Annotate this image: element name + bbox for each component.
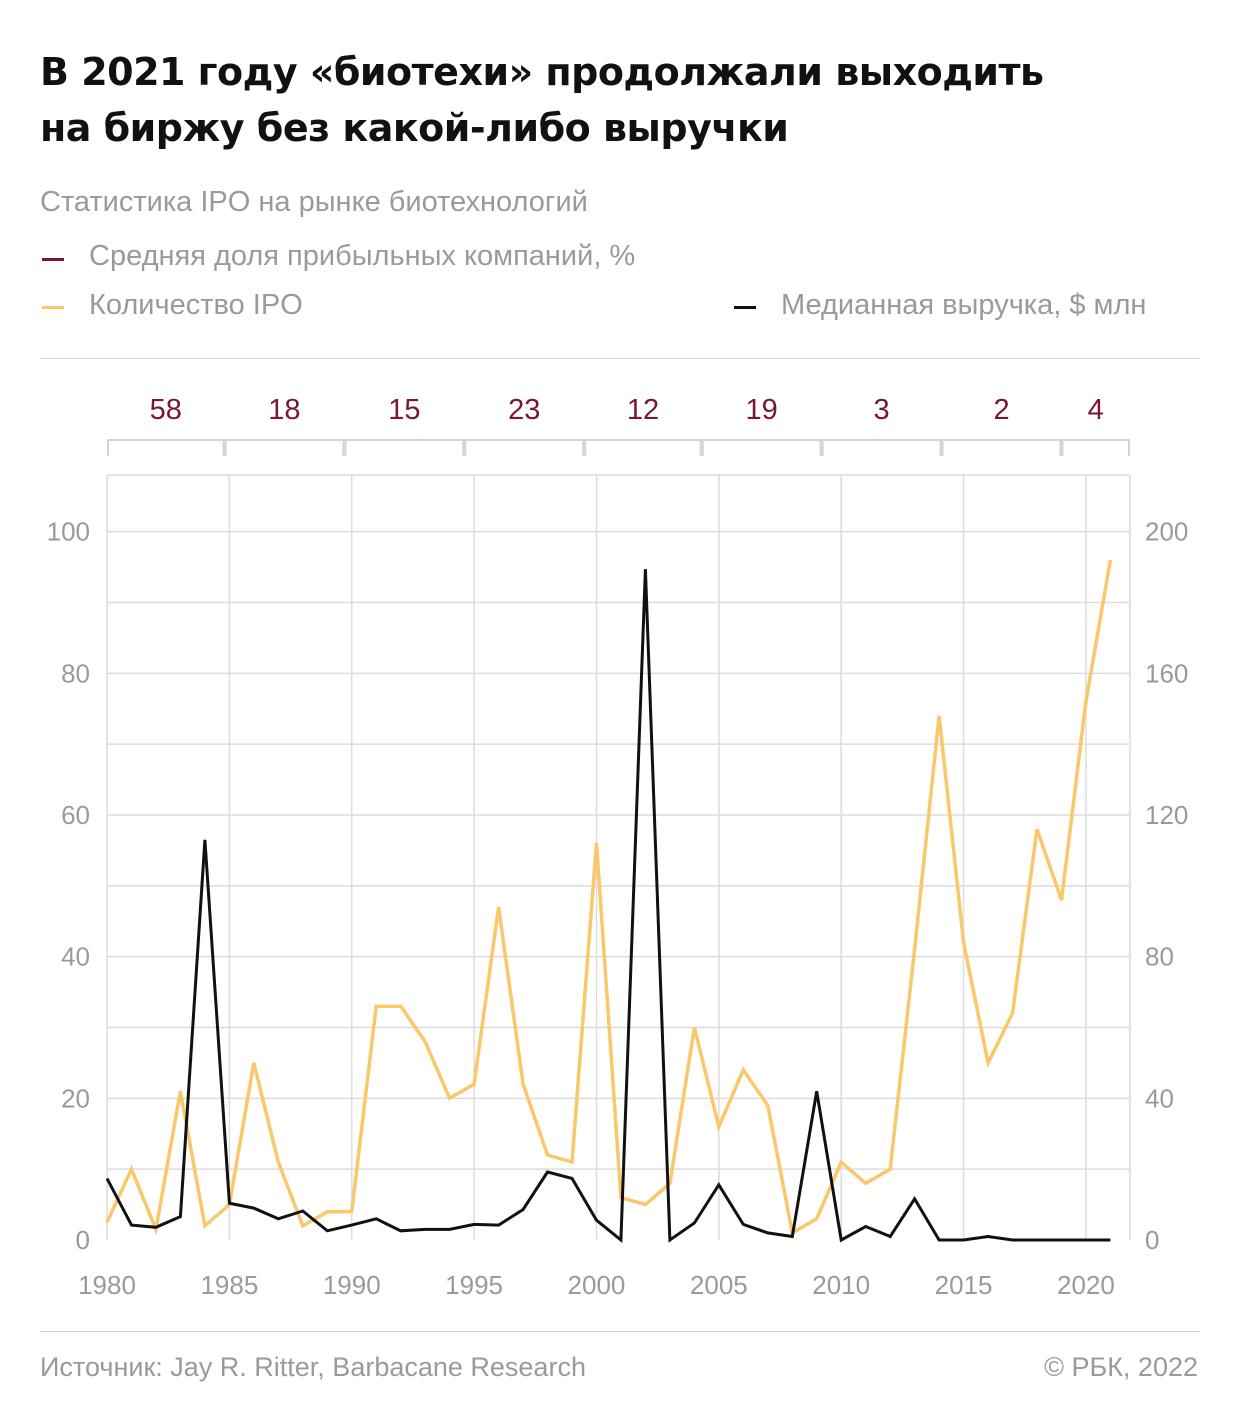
period-share-value: 12 — [627, 394, 659, 426]
right-tick-label: 120 — [1145, 800, 1188, 830]
legend-swatch-revenue — [734, 306, 756, 309]
copyright: © РБК, 2022 — [1044, 1352, 1198, 1382]
right-tick-label: 160 — [1145, 658, 1188, 688]
legend-swatch-ipo — [42, 306, 64, 309]
chart-area: 58 18 15 23 12 19 3 2 4 1980 1985 1990 1995 2000 2005… — [47, 394, 1189, 1300]
right-tick-label: 0 — [1145, 1225, 1159, 1255]
x-tick-label: 2010 — [812, 1270, 870, 1300]
left-tick-label: 60 — [61, 800, 90, 830]
right-tick-label: 80 — [1145, 942, 1174, 972]
period-share-value: 18 — [268, 394, 300, 426]
legend-swatch-share — [42, 258, 64, 261]
median-revenue-line — [105, 569, 1111, 1244]
bottom-divider — [40, 1331, 1200, 1332]
legend-label-ipo: Количество IPO — [89, 289, 303, 321]
x-tick-label: 2015 — [935, 1270, 993, 1300]
left-tick-label: 40 — [61, 942, 90, 972]
x-tick-label: 1980 — [78, 1270, 136, 1300]
x-tick-label: 1990 — [323, 1270, 381, 1300]
right-tick-label: 40 — [1145, 1083, 1174, 1113]
chart-subtitle: Статистика IPO на рынке биотехнологий — [40, 186, 588, 218]
period-share-value: 3 — [874, 394, 890, 426]
gridlines — [106, 474, 1131, 1240]
profitable-share-periods: 58 18 15 23 12 19 3 2 4 — [107, 394, 1130, 456]
top-divider — [40, 358, 1200, 359]
x-tick-label: 1985 — [200, 1270, 258, 1300]
x-tick-label: 2000 — [568, 1270, 626, 1300]
chart-title-line-2: на биржу без какой-либо выручки — [40, 106, 789, 150]
x-tick-label: 1995 — [445, 1270, 503, 1300]
period-share-value: 23 — [508, 394, 540, 426]
period-share-value: 19 — [746, 394, 778, 426]
legend-label-share: Средняя доля прибыльных компаний, % — [89, 240, 636, 272]
ipo-count-line — [105, 559, 1113, 1236]
series-lines — [105, 559, 1113, 1244]
chart-title-line-1: В 2021 году «биотехи» продолжали выходит… — [40, 50, 1044, 94]
legend-label-revenue: Медианная выручка, $ млн — [781, 289, 1147, 321]
period-share-value: 58 — [150, 394, 182, 426]
right-tick-label: 200 — [1145, 517, 1188, 547]
left-tick-label: 0 — [76, 1225, 90, 1255]
period-share-value: 15 — [388, 394, 420, 426]
period-share-value: 4 — [1088, 394, 1104, 426]
left-tick-label: 100 — [47, 517, 90, 547]
left-tick-label: 80 — [61, 658, 90, 688]
x-tick-label: 2005 — [690, 1270, 748, 1300]
period-share-value: 2 — [993, 394, 1009, 426]
axis-labels: 1980 1985 1990 1995 2000 2005 2010 2015 20200204… — [47, 517, 1189, 1300]
x-tick-label: 2020 — [1057, 1270, 1115, 1300]
source-note: Источник: Jay R. Ritter, Barbacane Resea… — [40, 1352, 586, 1382]
left-tick-label: 20 — [61, 1083, 90, 1113]
chart-title: В 2021 году «биотехи» продолжали выходит… — [40, 44, 1200, 156]
